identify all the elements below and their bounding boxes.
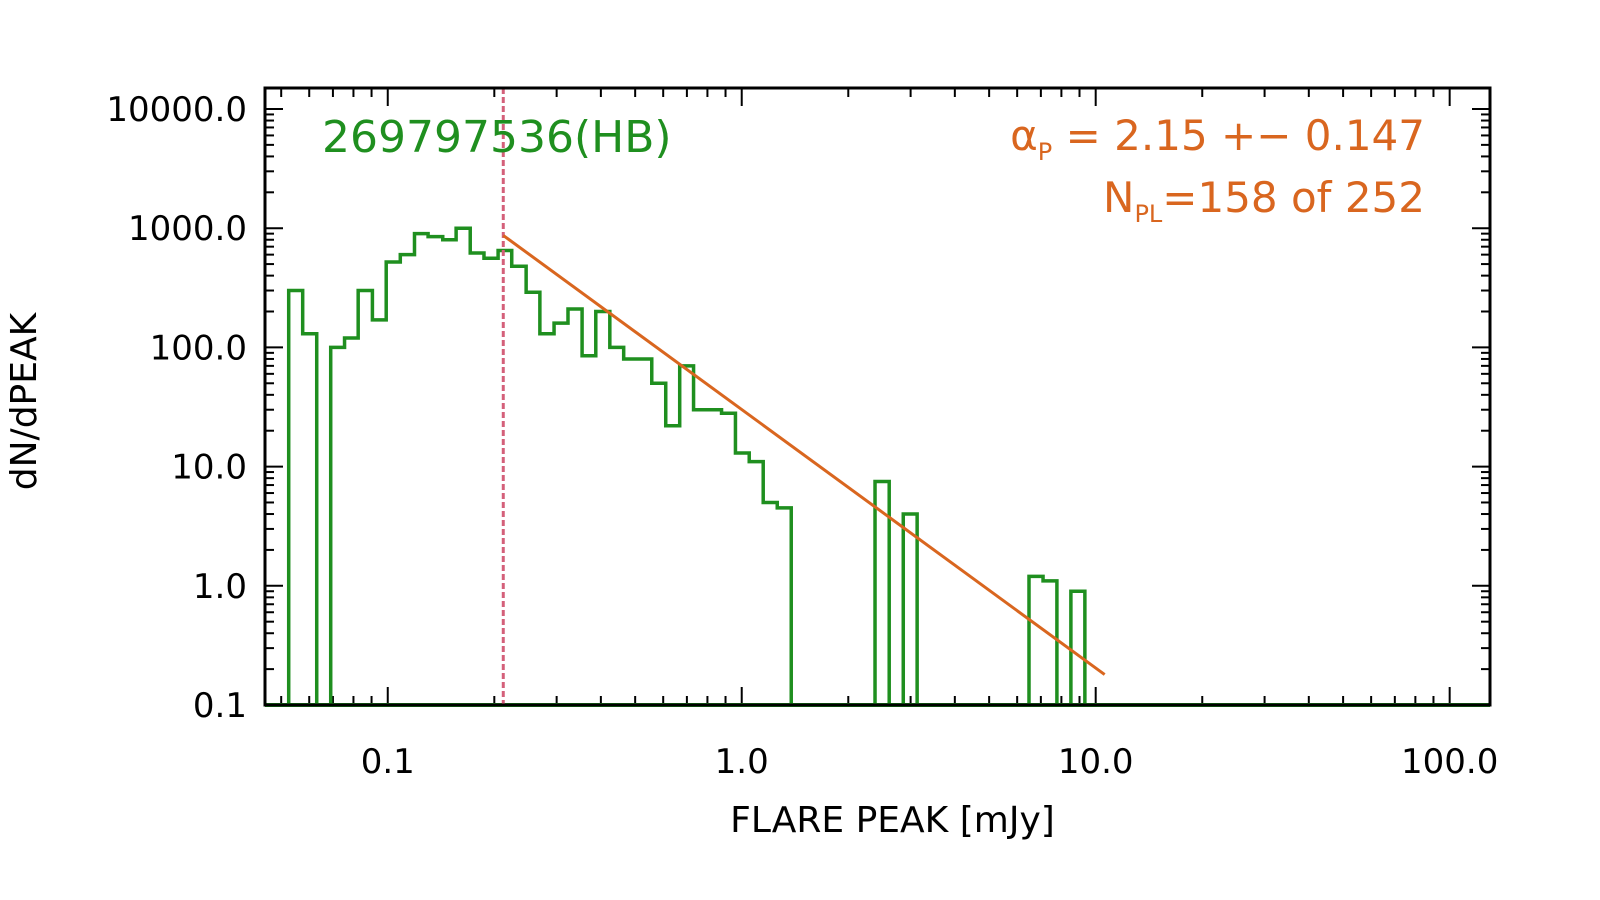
y-tick-label: 10.0	[171, 448, 247, 488]
y-tick-label: 1000.0	[128, 209, 247, 249]
y-tick-label: 100.0	[150, 328, 247, 368]
npl-subscript: PL	[1134, 200, 1162, 228]
power-law-fit	[501, 88, 1106, 705]
plot-frame	[263, 86, 1492, 707]
npl-symbol: N	[1103, 173, 1134, 222]
y-tick-label: 0.1	[193, 686, 247, 726]
x-tick-label: 1.0	[715, 742, 769, 782]
alpha-subscript: P	[1038, 138, 1052, 166]
histogram-series	[265, 226, 1490, 707]
npl-value: =158 of 252	[1162, 173, 1425, 222]
tick-labels: 0.1 1.0 10.0 100.0 0.1 1.0 10.0 100.0 1000.0 1000…	[106, 90, 1498, 782]
histogram-step-line	[286, 226, 1099, 707]
y-tick-label: 10000.0	[106, 90, 247, 130]
x-axis-label: FLARE PEAK [mJy]	[730, 800, 1055, 841]
alpha-symbol: α	[1010, 111, 1038, 160]
alpha-value: = 2.15 +− 0.147	[1052, 111, 1425, 160]
alpha-fit-label: αP = 2.15 +− 0.147	[1010, 111, 1425, 166]
npl-fit-label: NPL=158 of 252	[1103, 173, 1425, 228]
y-axis-label: dN/dPEAK	[4, 311, 45, 490]
x-tick-label: 0.1	[361, 742, 415, 782]
fit-line	[502, 234, 1106, 676]
y-tick-label: 1.0	[193, 567, 247, 607]
x-tick-label: 10.0	[1058, 742, 1134, 782]
x-tick-label: 100.0	[1401, 742, 1498, 782]
star-id-label: 269797536(HB)	[322, 112, 672, 163]
